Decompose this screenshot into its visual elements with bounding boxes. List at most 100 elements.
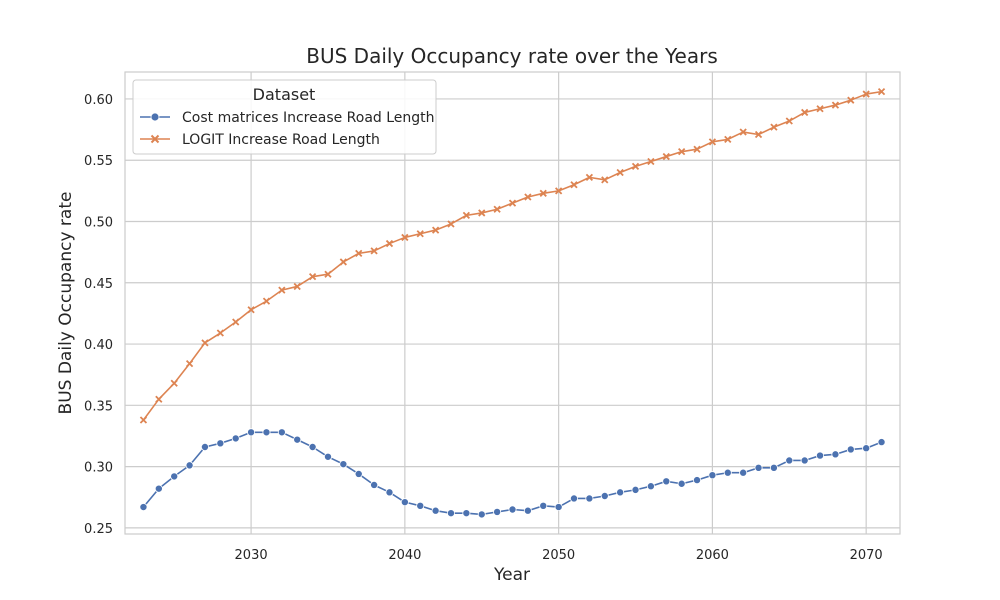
data-point-1 [570,181,578,189]
data-point-1 [601,176,609,184]
data-point-1 [308,273,317,281]
data-point-0 [600,492,609,501]
data-point-1 [616,168,624,177]
data-point-1 [155,395,163,403]
data-point-0 [231,434,240,443]
data-point-1 [401,233,409,242]
data-point-0 [723,468,732,477]
data-point-0 [293,435,302,444]
data-point-1 [478,209,486,217]
x-tick-label: 2070 [850,548,883,563]
data-point-1 [831,101,840,109]
y-tick-label: 0.45 [84,277,113,292]
y-tick-label: 0.40 [84,338,113,353]
data-point-0 [200,442,209,451]
data-point-0 [708,471,717,480]
data-point-1 [493,205,501,213]
y-tick-label: 0.55 [84,154,113,169]
x-tick-label: 2040 [388,548,421,563]
data-point-0 [339,460,348,469]
data-point-1 [693,145,701,153]
data-point-0 [323,452,332,461]
data-point-1 [631,162,640,170]
y-tick-label: 0.30 [84,461,113,476]
data-point-0 [677,479,686,488]
data-point-0 [646,482,655,491]
tick-labels: 2030 2040 2050 2060 2070 0.25 0.30 0.35 0.40 0.45… [84,93,883,563]
data-point-1 [508,199,517,207]
data-point-0 [816,451,825,460]
data-point-1 [724,135,732,144]
data-point-0 [539,501,548,510]
data-point-0 [554,503,563,512]
data-point-0 [769,463,778,472]
data-point-0 [462,509,471,518]
data-point-1 [278,286,286,294]
x-tick-label: 2050 [542,548,575,563]
data-point-0 [846,445,855,454]
data-point-0 [400,498,409,507]
data-point-0 [354,469,363,478]
data-point-0 [739,468,748,477]
data-point-0 [508,505,517,514]
data-point-0 [247,428,256,437]
data-point-0 [631,485,640,494]
data-point-0 [416,501,425,510]
data-point-0 [170,472,179,481]
data-point-1 [647,157,655,166]
data-point-0 [862,444,871,453]
data-point-0 [693,476,702,485]
data-point-0 [277,428,286,437]
data-point-0 [585,494,594,503]
x-axis-title: Year [493,565,530,585]
data-point-1 [678,148,686,156]
data-point-0 [477,510,486,519]
data-point-1 [785,117,793,125]
data-point-0 [431,506,440,515]
series-layer [139,87,886,519]
legend: Dataset Cost matrices Increase Road Leng… [132,79,437,155]
data-point-1 [293,282,301,291]
data-point-1 [862,90,870,98]
data-point-0 [385,488,394,497]
data-point-1 [847,96,855,104]
data-point-0 [446,509,455,518]
data-point-1 [708,138,717,146]
data-point-1 [416,230,424,238]
y-tick-label: 0.50 [84,216,113,231]
data-point-0 [662,477,671,486]
data-point-1 [355,249,363,258]
data-point-1 [447,220,455,228]
data-point-1 [216,329,224,337]
data-point-1 [185,360,194,368]
x-tick-label: 2030 [235,548,268,563]
data-point-1 [801,108,809,117]
data-point-1 [339,258,347,266]
y-axis-title: BUS Daily Occupancy rate [56,192,76,415]
data-point-0 [185,461,194,470]
data-point-1 [431,226,440,234]
legend-marker-cost-matrices [150,112,160,122]
data-point-1 [524,193,532,201]
data-point-1 [816,105,824,113]
data-point-1 [262,297,271,305]
data-point-1 [201,339,209,347]
y-tick-label: 0.35 [84,399,113,414]
data-point-0 [493,507,502,516]
data-point-1 [585,173,594,182]
data-point-1 [554,187,563,195]
legend-label-cost-matrices: Cost matrices Increase Road Length [182,110,435,126]
data-point-1 [370,247,378,255]
data-point-0 [216,439,225,448]
data-point-0 [154,484,163,493]
data-point-1 [754,130,763,139]
data-point-1 [662,152,670,161]
data-point-1 [324,270,332,278]
data-point-0 [370,480,379,489]
y-tick-label: 0.60 [84,93,113,108]
data-point-0 [831,450,840,459]
data-point-0 [308,442,317,451]
plot-frame [124,71,901,535]
data-point-0 [570,494,579,503]
